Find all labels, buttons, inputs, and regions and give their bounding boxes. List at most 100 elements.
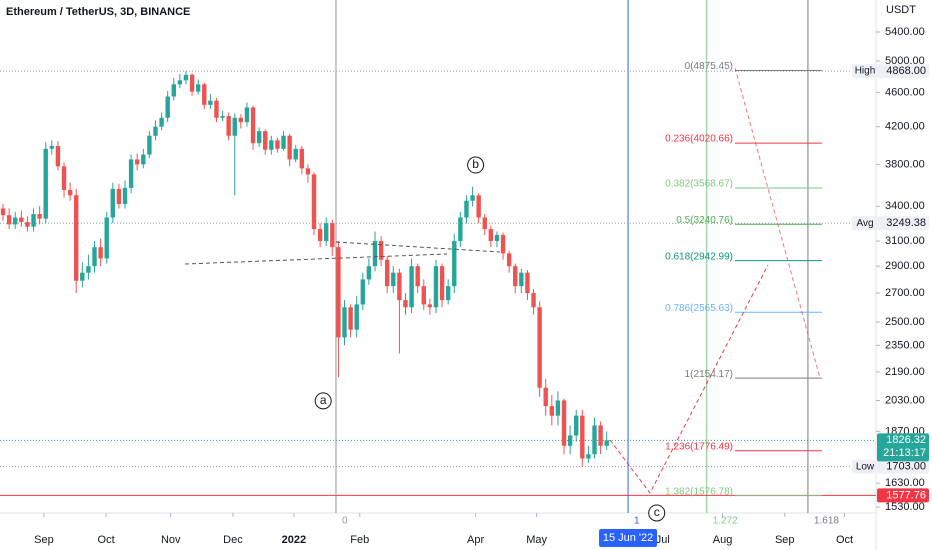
candle-body xyxy=(31,214,36,227)
candle-body xyxy=(116,188,122,205)
candle-body xyxy=(275,140,280,149)
candle-body xyxy=(244,107,250,123)
candle-body xyxy=(317,229,323,242)
candle-body xyxy=(250,107,256,144)
candle-body xyxy=(92,247,97,267)
y-tick-label: 1630.00 xyxy=(885,477,925,489)
fib-label: 0(4875.45) xyxy=(685,61,733,72)
marker-name: Low xyxy=(856,461,875,472)
candle-body xyxy=(324,223,329,242)
x-tick-label: Sep xyxy=(34,534,54,546)
wave-label: b xyxy=(472,157,479,171)
candle-body xyxy=(19,217,24,223)
candle-body xyxy=(366,266,372,280)
candle-body xyxy=(177,80,183,85)
fib-label: 1.382(1576.78) xyxy=(665,486,733,497)
price-unit: USDT xyxy=(886,4,916,16)
candle-body xyxy=(147,135,152,155)
candle-body xyxy=(500,235,506,254)
x-tick-label: May xyxy=(526,534,547,546)
candle-body xyxy=(403,300,408,308)
candle-body xyxy=(287,135,292,160)
time-zone-label: 0 xyxy=(342,516,348,527)
y-tick-label: 2030.00 xyxy=(885,394,925,406)
candle-body xyxy=(189,74,195,92)
candle-body xyxy=(165,96,170,118)
candle-body xyxy=(519,272,524,287)
candle-body xyxy=(80,272,85,281)
candle-body xyxy=(122,187,128,205)
candle-body xyxy=(55,145,61,167)
candle-body xyxy=(153,126,158,136)
countdown: 21:13:17 xyxy=(883,447,926,459)
candle-body xyxy=(506,253,512,267)
candle-body xyxy=(37,214,42,219)
candle-body xyxy=(482,217,487,230)
candle-body xyxy=(238,117,244,123)
chart-title: Ethereum / TetherUS, 3D, BINANCE xyxy=(6,6,190,18)
fib-label: 1.236(1776.49) xyxy=(665,441,733,452)
candle-body xyxy=(391,272,396,287)
candle-body xyxy=(232,117,237,136)
candle-body xyxy=(549,406,555,416)
x-tick-label: Oct xyxy=(836,534,853,546)
candle-body xyxy=(49,145,55,149)
x-tick-label: Dec xyxy=(223,534,243,546)
wave-circle xyxy=(314,392,332,410)
fib-label: 1(2154.17) xyxy=(685,369,733,380)
candle-body xyxy=(13,217,18,225)
candle-body xyxy=(488,229,494,242)
candle-body xyxy=(183,74,189,81)
candle-body xyxy=(561,400,567,446)
candle-body xyxy=(421,286,426,305)
candle-body xyxy=(598,425,603,446)
candle-body xyxy=(336,247,341,338)
candle-body xyxy=(433,266,439,308)
marker-name: Avg xyxy=(856,218,873,229)
candle-body xyxy=(342,307,347,338)
candle-body xyxy=(141,154,146,165)
candle-body xyxy=(555,400,561,416)
plot xyxy=(0,0,876,513)
wave-label: c xyxy=(654,505,660,519)
marker-name-badge xyxy=(852,64,878,79)
candle-body xyxy=(384,259,390,287)
y-tick-label: 2190.00 xyxy=(885,366,925,378)
time-zone-label: 1.272 xyxy=(713,516,738,527)
projection-path xyxy=(734,67,821,379)
candle-body xyxy=(397,272,402,301)
trend-line xyxy=(335,241,501,253)
y-tick-label: 3400.00 xyxy=(885,200,925,212)
candle-body xyxy=(452,241,457,287)
fib-label: 0.236(4020.66) xyxy=(665,134,733,145)
candle-body xyxy=(531,293,536,308)
candle-body xyxy=(409,266,414,308)
candle-body xyxy=(525,272,530,294)
candle-body xyxy=(86,266,91,273)
candle-body xyxy=(159,117,164,127)
marker-badge xyxy=(877,459,929,474)
cursor-date: 15 Jun '22 xyxy=(603,532,653,544)
candle-body xyxy=(574,415,579,436)
trend-line xyxy=(184,253,448,265)
y-tick-label: 4600.00 xyxy=(885,86,925,98)
y-tick-label: 4200.00 xyxy=(885,121,925,133)
marker-badge xyxy=(877,64,929,79)
candle-body xyxy=(445,286,451,301)
level-value: 1577.76 xyxy=(886,489,926,501)
candle-body xyxy=(293,148,298,160)
x-tick-label: 2022 xyxy=(282,534,306,546)
candle-body xyxy=(360,279,366,305)
candle-body xyxy=(470,195,475,201)
candle-body xyxy=(464,200,469,218)
last-price-badge xyxy=(877,433,929,462)
candle-body xyxy=(134,159,140,165)
y-tick-label: 5000.00 xyxy=(885,55,925,67)
time-zone-label: 1 xyxy=(634,516,640,527)
candle-body xyxy=(195,84,201,92)
candle-body xyxy=(208,100,213,105)
candle-body xyxy=(494,235,500,242)
y-tick-label: 3800.00 xyxy=(885,158,925,170)
wave-circle xyxy=(648,504,666,522)
